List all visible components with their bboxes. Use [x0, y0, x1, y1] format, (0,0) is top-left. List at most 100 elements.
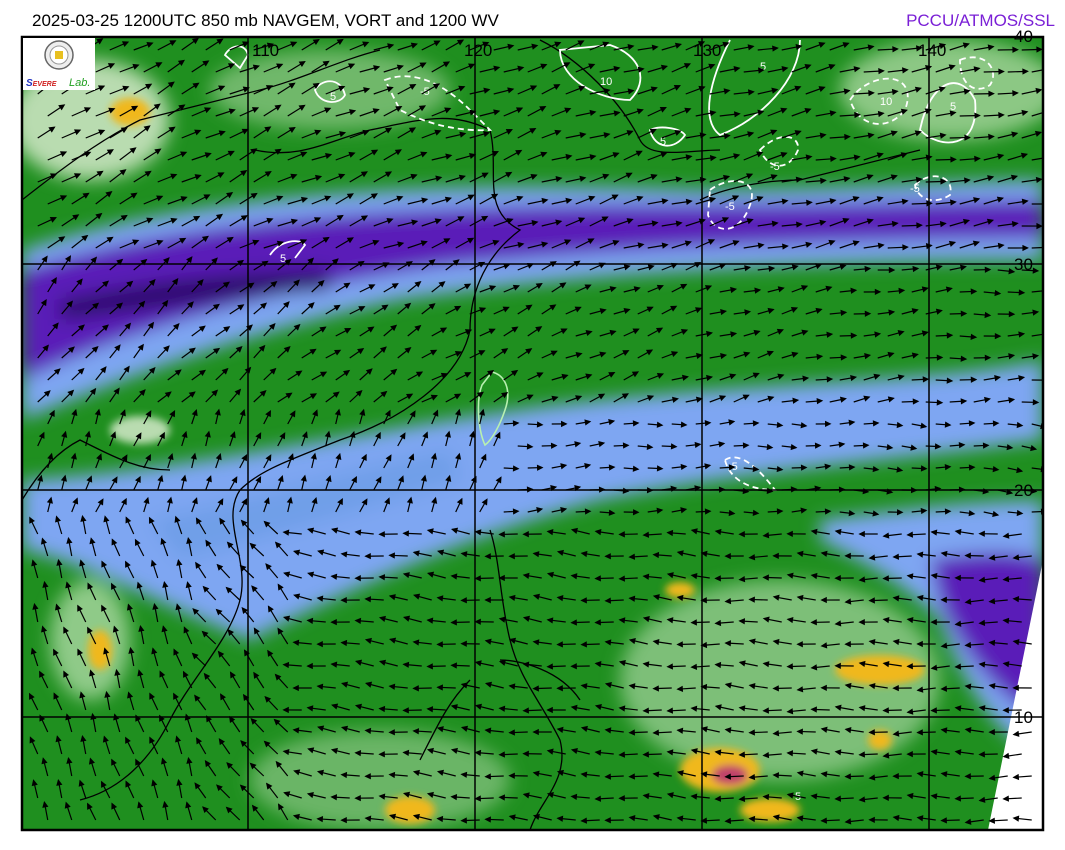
- wind-arrow: [95, 149, 114, 161]
- wind-arrow: [733, 351, 751, 359]
- wind-arrow: [676, 815, 696, 822]
- wind-arrow: [714, 704, 734, 711]
- wind-arrow: [527, 421, 544, 428]
- wind-arrow: [988, 554, 1008, 561]
- wind-arrow: [282, 529, 302, 536]
- wind-arrow: [201, 630, 217, 645]
- wind-arrow: [79, 691, 87, 711]
- wind-arrow: [652, 639, 672, 646]
- wind-arrow: [599, 286, 617, 293]
- wind-arrow: [930, 572, 950, 580]
- wind-arrow: [858, 618, 878, 626]
- wind-arrow: [714, 619, 734, 627]
- wind-arrow: [191, 107, 212, 117]
- wind-arrow: [47, 322, 59, 337]
- wind-arrow: [661, 220, 683, 227]
- wind-arrow: [215, 453, 222, 469]
- wind-arrow: [829, 263, 847, 271]
- wind-arrow: [820, 550, 840, 557]
- wind-arrow: [503, 107, 524, 117]
- wind-arrow: [940, 685, 960, 692]
- wind-arrow: [373, 43, 395, 51]
- wind-arrow: [383, 64, 404, 73]
- wind-arrow: [95, 324, 109, 337]
- wind-arrow: [781, 264, 799, 271]
- lon-label-140: 140: [918, 41, 946, 60]
- contour-label: 5: [950, 101, 956, 113]
- wind-arrow: [286, 496, 293, 513]
- wind-arrow: [186, 536, 193, 557]
- wind-arrow: [239, 564, 255, 579]
- wind-arrow: [157, 173, 178, 183]
- wind-arrow: [383, 106, 403, 117]
- wind-arrow: [61, 129, 82, 139]
- wind-arrow: [95, 366, 107, 381]
- wind-arrow: [301, 431, 308, 447]
- wind-arrow: [316, 816, 336, 823]
- wind-arrow: [949, 264, 967, 271]
- wind-arrow: [829, 309, 848, 317]
- wind-arrow: [618, 751, 638, 758]
- wind-arrow: [195, 561, 207, 579]
- wind-arrow: [853, 442, 870, 449]
- wind-arrow: [805, 398, 824, 405]
- wind-arrow: [815, 155, 837, 163]
- wind-arrow: [216, 563, 231, 579]
- wind-arrow: [436, 684, 456, 691]
- wind-arrow: [916, 594, 936, 602]
- wind-arrow: [317, 725, 336, 733]
- wind-arrow: [167, 278, 179, 293]
- wind-arrow: [229, 431, 236, 447]
- wind-arrow: [325, 38, 344, 51]
- wind-arrow: [839, 66, 861, 73]
- wind-arrow: [503, 149, 523, 161]
- wind-arrow: [1021, 46, 1043, 53]
- wind-arrow: [354, 659, 374, 667]
- wind-arrow: [1021, 399, 1040, 406]
- wind-arrow: [421, 40, 441, 51]
- wind-arrow: [317, 549, 336, 557]
- wind-arrow: [556, 815, 576, 822]
- wind-arrow: [935, 64, 956, 73]
- wind-arrow: [700, 597, 720, 604]
- wind-arrow: [652, 814, 672, 821]
- wind-arrow: [29, 516, 39, 535]
- wind-arrow: [460, 771, 480, 778]
- wind-arrow: [445, 131, 467, 139]
- wind-arrow: [647, 242, 669, 249]
- wind-arrow: [940, 817, 960, 824]
- wind-arrow: [954, 795, 974, 802]
- wind-arrow: [863, 196, 884, 205]
- wind-arrow: [331, 527, 350, 535]
- wind-arrow: [205, 539, 217, 557]
- wind-arrow: [565, 351, 583, 359]
- wind-arrow: [834, 704, 854, 711]
- wind-arrow: [1021, 176, 1043, 184]
- wind-arrow: [310, 452, 317, 469]
- severe-storm-lab-logo: SEVERE Lab.: [23, 38, 95, 90]
- wind-arrow: [311, 496, 318, 513]
- wind-arrow: [901, 265, 920, 273]
- wind-arrow: [484, 816, 504, 823]
- wind-arrow: [973, 90, 995, 97]
- wind-arrow: [421, 349, 438, 359]
- wind-arrow: [227, 629, 241, 645]
- wind-vectors: [28, 37, 1043, 825]
- wind-arrow: [613, 307, 631, 315]
- wind-arrow: [541, 84, 561, 95]
- wind-arrow: [186, 756, 193, 777]
- wind-arrow: [599, 65, 621, 73]
- wind-arrow: [56, 558, 63, 579]
- wind-arrow: [829, 217, 850, 227]
- wind-arrow: [479, 369, 495, 381]
- wind-arrow: [190, 452, 197, 469]
- wind-arrow: [191, 279, 204, 293]
- wind-arrow: [111, 538, 121, 557]
- wind-arrow: [127, 691, 135, 711]
- wind-arrow: [772, 594, 792, 601]
- wind-arrow: [264, 695, 279, 711]
- wind-arrow: [47, 195, 68, 205]
- wind-arrow: [589, 88, 611, 95]
- wind-arrow: [287, 279, 300, 293]
- contour-label: 10: [880, 96, 892, 108]
